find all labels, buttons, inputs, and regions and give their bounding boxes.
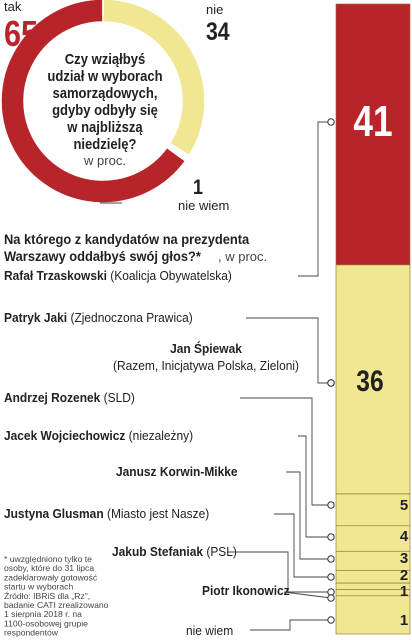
candidate-name: Rafał Trzaskowski <box>4 269 110 284</box>
leader-line <box>298 121 331 277</box>
candidate-name: Janusz Korwin-Mikke <box>116 465 238 480</box>
bar-segment <box>335 525 411 552</box>
leader-line <box>240 397 331 506</box>
footnote-line: * uwzględniono tylko te <box>4 554 92 564</box>
footnote-line: Źródło: IBRiS dla „Rz", <box>4 591 90 601</box>
segment-value: 3 <box>400 550 408 567</box>
bar-segment <box>335 264 411 495</box>
segment-value: 1 <box>400 583 408 600</box>
candidate-party: (Koalicja Obywatelska) <box>110 269 232 284</box>
candidate-label: nie wiem <box>186 624 233 639</box>
footnote-line: badanie CATI zrealizowano <box>4 600 109 610</box>
label-nie-wiem: nie wiem <box>178 198 229 213</box>
leader-line <box>250 619 331 631</box>
value-nie: 34 <box>206 17 230 45</box>
leader-line <box>228 551 331 593</box>
label-nie: nie <box>206 2 223 17</box>
value-tak: 65 <box>4 15 38 55</box>
candidate-party: (Razem, Inicjatywa Polska, Zieloni) <box>113 359 299 374</box>
bar-title-unit: , w proc. <box>218 249 267 264</box>
footnote-line: osoby, które do 31 lipca <box>4 563 94 573</box>
candidate-party: (SLD) <box>104 391 135 406</box>
bar-title-line: Warszawy oddałbyś swój głos?* <box>4 249 202 265</box>
leader-dot <box>327 573 335 581</box>
value-nie-wiem: 1 <box>193 176 203 200</box>
question-line: niedzielę? <box>73 136 136 152</box>
candidate-name: Justyna Glusman <box>4 507 107 522</box>
candidate-party: (Miasto jest Nasze) <box>107 507 209 522</box>
candidate-label: Janusz Korwin-Mikke <box>116 465 238 480</box>
bar-segment <box>335 595 411 635</box>
candidate-name: Jacek Wojciechowicz <box>4 429 129 444</box>
leader-line <box>283 591 332 599</box>
candidate-name: Jakub Stefaniak <box>112 545 206 560</box>
segment-value: 5 <box>400 497 408 514</box>
candidate-party: (Zjednoczona Prawica) <box>70 311 192 326</box>
candidate-label: Justyna Glusman (Miasto jest Nasze) <box>4 507 209 522</box>
bar-title-line: Na którego z kandydatów na prezydenta <box>4 232 250 248</box>
bar-segment <box>335 493 411 527</box>
question-line: w najbliższą <box>66 119 143 135</box>
segment-value: 6 <box>400 0 408 4</box>
bar-segment <box>335 3 411 266</box>
candidate-name: Jan Śpiewak <box>170 341 242 357</box>
candidate-bar-chart <box>335 3 411 635</box>
donut-hole <box>24 22 182 180</box>
candidate-label: Patryk Jaki (Zjednoczona Prawica) <box>4 311 193 326</box>
candidate-label: Jacek Wojciechowicz (niezależny) <box>4 429 193 444</box>
question-line: gdyby odbyły się <box>52 102 158 118</box>
turnout-donut-chart <box>0 0 206 204</box>
leader-dot <box>327 379 335 387</box>
footnote-line: respondentów <box>4 628 59 638</box>
footnote-line: 1100-osobowej grupie <box>4 618 88 628</box>
leader-dot <box>327 616 335 624</box>
leader-dot <box>327 501 335 509</box>
candidate-name: Andrzej Rozenek <box>4 391 104 406</box>
question-line: udział w wyborach <box>47 68 162 84</box>
question-line: Czy wziąłbyś <box>65 51 146 67</box>
leader-dot <box>327 118 335 126</box>
candidate-name: Patryk Jaki <box>4 311 70 326</box>
candidate-bar-labels: 41365432116Na którego z kandydatów na pr… <box>4 0 409 638</box>
candidate-party: nie wiem <box>186 624 233 639</box>
leader-line <box>274 513 331 578</box>
leader-line <box>286 471 331 560</box>
segment-value: 4 <box>400 528 409 545</box>
footnote-line: zadeklarowały gotowość <box>4 572 98 582</box>
footnote-line: startu w wyborach <box>4 582 73 592</box>
question-line: samorządowych, <box>52 85 157 101</box>
segment-value: 1 <box>400 612 408 629</box>
leader-dot <box>327 588 335 596</box>
segment-value: 36 <box>356 364 383 398</box>
leader-line <box>246 317 331 384</box>
candidate-label: Piotr Ikonowicz <box>202 584 290 599</box>
segment-value: 41 <box>353 97 392 146</box>
leader-dot <box>327 533 335 541</box>
segment-value: 2 <box>400 567 408 584</box>
leader-line <box>298 435 331 538</box>
candidate-label: Andrzej Rozenek (SLD) <box>4 391 135 406</box>
footnote-line: 1 sierpnia 2018 r. na <box>4 609 82 619</box>
question-unit: w proc. <box>83 153 126 168</box>
candidate-party: (niezależny) <box>129 429 193 444</box>
label-tak: tak <box>4 0 22 14</box>
candidate-label: Jakub Stefaniak (PSL) <box>112 545 237 560</box>
candidate-party: (PSL) <box>206 545 237 560</box>
candidate-label: Rafał Trzaskowski (Koalicja Obywatelska) <box>4 269 232 284</box>
leader-dot <box>327 555 335 563</box>
candidate-name: Piotr Ikonowicz <box>202 584 290 599</box>
leader-dot <box>327 594 335 602</box>
